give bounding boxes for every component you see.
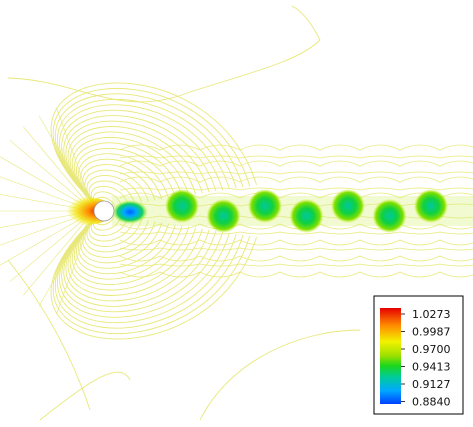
vortex-2 xyxy=(165,189,199,223)
contour-line xyxy=(50,212,257,340)
contour-line xyxy=(119,144,473,151)
contour-line xyxy=(82,164,156,210)
colorbar-tick-label: 0.9700 xyxy=(412,343,451,356)
contour-line xyxy=(80,158,163,210)
vortex-street xyxy=(112,189,448,233)
contour-line xyxy=(75,147,176,210)
contour-line xyxy=(78,212,170,269)
colorbar-tick-label: 1.0273 xyxy=(412,308,451,321)
contour-line xyxy=(82,212,156,258)
contour-line xyxy=(7,259,91,411)
contour-line xyxy=(119,231,473,235)
contour-line xyxy=(38,210,95,307)
vortex-5 xyxy=(289,199,324,233)
contour-line xyxy=(119,187,473,191)
contour-line xyxy=(119,255,473,262)
contour-line xyxy=(73,142,183,210)
vortex-7 xyxy=(372,199,407,233)
contour-line xyxy=(119,155,473,159)
contour-line xyxy=(80,212,163,264)
contour-line xyxy=(61,212,224,313)
contour-line xyxy=(39,371,131,421)
vortex-1 xyxy=(112,200,148,224)
contour-line xyxy=(86,175,143,210)
contour-line xyxy=(23,210,95,296)
contour-line xyxy=(7,5,321,103)
contour-line xyxy=(63,212,217,307)
colorbar-tick-label: 0.9413 xyxy=(412,361,451,374)
contour-line xyxy=(56,210,95,315)
contour-line xyxy=(119,239,473,246)
contour-line xyxy=(119,271,473,278)
contour-line xyxy=(199,329,361,421)
contour-line xyxy=(73,212,183,280)
colorbar-tick-label: 0.9987 xyxy=(412,326,451,339)
contour-line xyxy=(65,120,210,210)
contour-line xyxy=(119,247,473,251)
contour-line xyxy=(63,115,217,210)
colorbar-ramp xyxy=(380,308,401,404)
contour-line xyxy=(86,212,143,247)
contour-line xyxy=(56,107,95,212)
colorbar-tick-label: 0.8840 xyxy=(412,396,451,409)
contour-line xyxy=(72,212,190,286)
vortex-3 xyxy=(206,199,241,233)
contour-line xyxy=(119,176,473,183)
contour-line xyxy=(78,153,170,210)
contour-line xyxy=(119,263,473,267)
contour-line xyxy=(75,212,176,275)
contour-line xyxy=(23,126,95,212)
vortex-8 xyxy=(414,189,448,223)
contour-line xyxy=(72,136,190,210)
contour-line xyxy=(50,82,257,210)
contour-line xyxy=(119,160,473,167)
contour-line xyxy=(119,171,473,175)
contour-line xyxy=(61,109,224,210)
colorbar-tick-label: 0.9127 xyxy=(412,378,451,391)
colorbar-legend: 1.0273 0.9987 0.9700 0.9413 0.9127 0.8840 xyxy=(373,295,464,415)
contour-line xyxy=(65,212,210,302)
vortex-6 xyxy=(331,189,365,223)
contour-line xyxy=(38,115,95,212)
cylinder xyxy=(93,200,115,222)
vortex-4 xyxy=(248,189,282,223)
